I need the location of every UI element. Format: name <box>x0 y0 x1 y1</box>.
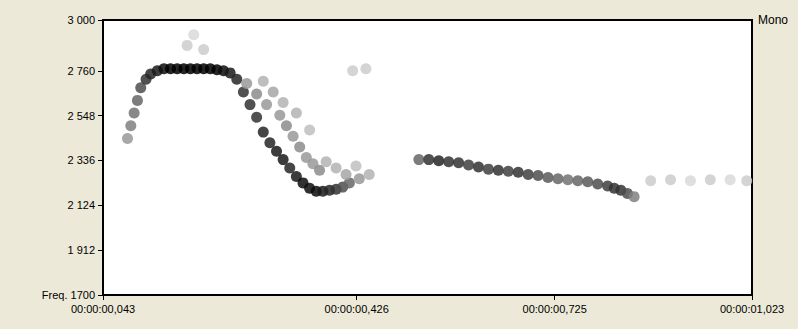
svg-text:Freq. 1700: Freq. 1700 <box>42 289 95 301</box>
svg-text:00:00:00,043: 00:00:00,043 <box>71 303 135 315</box>
svg-text:2 760: 2 760 <box>67 65 95 77</box>
svg-text:00:00:01,023: 00:00:01,023 <box>720 303 784 315</box>
svg-text:1 912: 1 912 <box>67 244 95 256</box>
svg-text:2 548: 2 548 <box>67 110 95 122</box>
svg-text:2 124: 2 124 <box>67 199 95 211</box>
svg-text:3 000: 3 000 <box>67 14 95 26</box>
svg-text:00:00:00,426: 00:00:00,426 <box>325 303 389 315</box>
svg-text:2 336: 2 336 <box>67 154 95 166</box>
svg-text:00:00:00,725: 00:00:00,725 <box>523 303 587 315</box>
svg-text:Mono: Mono <box>758 13 788 27</box>
